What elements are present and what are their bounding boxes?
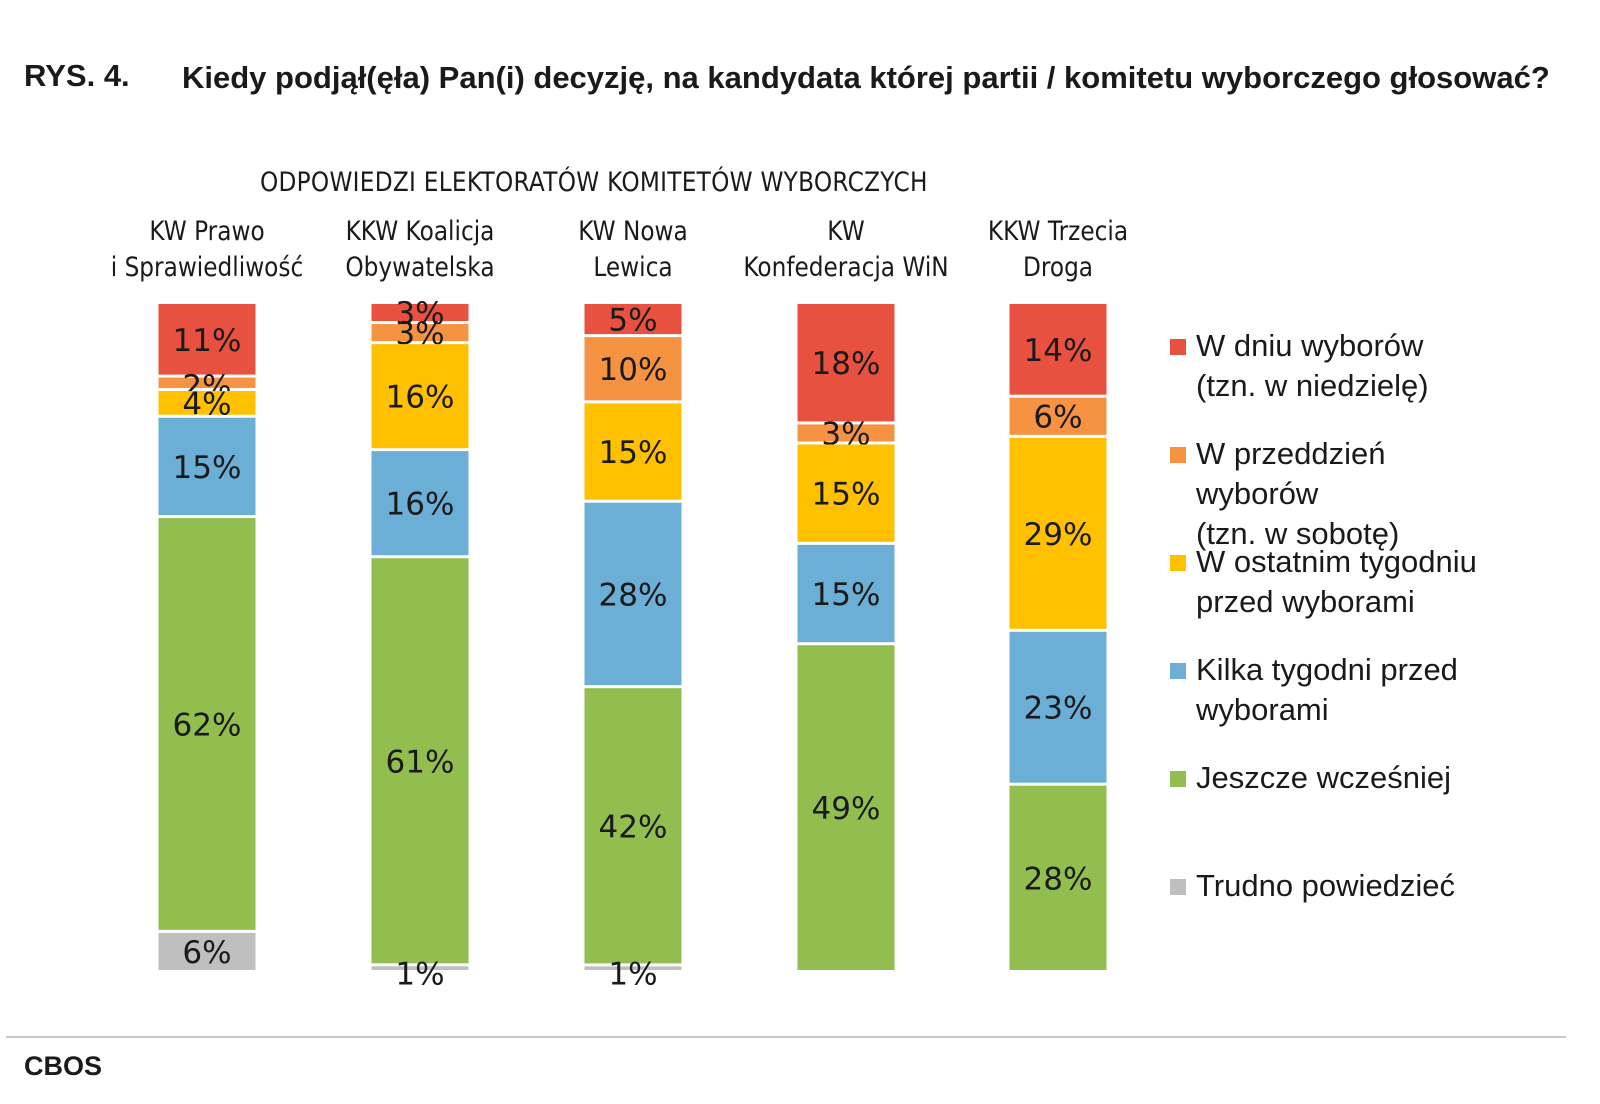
legend-entry-line: W dniu wyborów bbox=[1196, 328, 1424, 363]
data-label: 14% bbox=[1024, 333, 1093, 369]
legend-swatch bbox=[1170, 555, 1186, 571]
data-label: 11% bbox=[173, 323, 242, 359]
bar-segment bbox=[584, 304, 682, 335]
legend-entry: Jeszcze wcześniej bbox=[1196, 758, 1451, 798]
bar-segment bbox=[584, 502, 682, 686]
legend-entry-line: przed wyborami bbox=[1196, 584, 1415, 619]
category-label-line: KKW Koalicja bbox=[345, 216, 495, 247]
data-label: 18% bbox=[812, 346, 881, 382]
category-label-line: KW Prawo bbox=[149, 216, 265, 247]
chart-subtitle: ODPOWIEDZI ELEKTORATÓW KOMITETÓW WYBORCZ… bbox=[260, 167, 928, 198]
bar-segment bbox=[1009, 631, 1107, 783]
category-label-line: Lewica bbox=[593, 252, 673, 283]
legend-entry: Kilka tygodni przed wyborami bbox=[1196, 650, 1458, 730]
bar-segment bbox=[797, 304, 895, 422]
data-label: 42% bbox=[599, 809, 668, 845]
data-label: 15% bbox=[173, 450, 242, 486]
legend-swatch bbox=[1170, 771, 1186, 787]
bar-segment bbox=[797, 424, 895, 442]
bar-segment bbox=[371, 324, 469, 342]
legend-entry-line: Kilka tygodni przed bbox=[1196, 652, 1458, 687]
footer-divider bbox=[6, 1036, 1566, 1038]
legend-entry-line: W przeddzień bbox=[1196, 436, 1386, 471]
bar-segment bbox=[584, 688, 682, 964]
category-label: KKW Koalicja Obywatelska bbox=[308, 214, 532, 286]
legend-entry-line: W ostatnim tygodniu bbox=[1196, 544, 1477, 579]
category-label: KKW Trzecia Droga bbox=[946, 214, 1170, 286]
data-label: 61% bbox=[386, 744, 455, 780]
bar-segment bbox=[1009, 397, 1107, 435]
data-label: 28% bbox=[599, 577, 668, 613]
data-label: 15% bbox=[812, 577, 881, 613]
data-label: 6% bbox=[1033, 400, 1082, 436]
bar-segment bbox=[797, 645, 895, 970]
category-label-line: Konfederacja WiN bbox=[743, 252, 949, 283]
bar-segment bbox=[371, 966, 469, 970]
legend-entry-line: Jeszcze wcześniej bbox=[1196, 760, 1451, 795]
category-label-line: i Sprawiedliwość bbox=[110, 252, 304, 283]
chart-title: Kiedy podjął(ęła) Pan(i) decyzję, na kan… bbox=[182, 60, 1550, 95]
legend-entry: W dniu wyborów (tzn. w niedzielę) bbox=[1196, 326, 1429, 406]
legend-swatch bbox=[1170, 879, 1186, 895]
source-label: CBOS bbox=[24, 1051, 103, 1081]
bar-segment bbox=[1009, 304, 1107, 395]
bar-segment bbox=[158, 377, 256, 388]
legend-entry-line: Trudno powiedzieć bbox=[1196, 868, 1456, 903]
data-label: 1% bbox=[608, 956, 657, 992]
category-label-line: KW bbox=[827, 216, 865, 247]
category-label-line: Obywatelska bbox=[345, 252, 495, 283]
data-label: 15% bbox=[812, 477, 881, 513]
legend-swatch bbox=[1170, 339, 1186, 355]
legend-entry: W przeddzień wyborów (tzn. w sobotę) bbox=[1196, 434, 1399, 554]
data-label: 6% bbox=[182, 935, 231, 971]
data-label: 23% bbox=[1024, 691, 1093, 727]
bar-segment bbox=[371, 558, 469, 964]
legend-entry-line: (tzn. w niedzielę) bbox=[1196, 368, 1429, 403]
legend-swatch bbox=[1170, 447, 1186, 463]
data-label: 4% bbox=[182, 386, 231, 422]
bar-segment bbox=[584, 403, 682, 500]
data-label: 15% bbox=[599, 435, 668, 471]
bar-segment bbox=[158, 304, 256, 375]
bar-segment bbox=[158, 932, 256, 970]
bar-segment bbox=[797, 444, 895, 542]
bar-segment bbox=[371, 451, 469, 556]
data-label: 5% bbox=[608, 303, 657, 339]
bar-segment bbox=[371, 304, 469, 322]
data-label: 16% bbox=[386, 487, 455, 523]
figure-label: RYS. 4. bbox=[24, 58, 130, 93]
bar-segment bbox=[158, 390, 256, 415]
data-label: 1% bbox=[395, 956, 444, 992]
legend-entry-line: wyborów bbox=[1196, 476, 1319, 511]
bar-segment bbox=[584, 337, 682, 401]
legend-swatch bbox=[1170, 663, 1186, 679]
legend-entry: W ostatnim tygodniu przed wyborami bbox=[1196, 542, 1477, 622]
category-label-line: KKW Trzecia bbox=[987, 216, 1129, 247]
bar-segment bbox=[1009, 785, 1107, 970]
bar-segment bbox=[158, 518, 256, 930]
data-label: 49% bbox=[812, 791, 881, 827]
data-label: 29% bbox=[1024, 517, 1093, 553]
data-label: 10% bbox=[599, 352, 668, 388]
bar-segment bbox=[158, 417, 256, 516]
bar-segment bbox=[371, 344, 469, 449]
category-label-line: Droga bbox=[1022, 252, 1094, 283]
legend-entry-line: wyborami bbox=[1196, 692, 1329, 727]
bar-segment bbox=[797, 544, 895, 643]
category-label-line: KW Nowa bbox=[578, 216, 688, 247]
category-label: KW Prawo i Sprawiedliwość bbox=[95, 214, 319, 286]
category-label: KW Konfederacja WiN bbox=[734, 214, 958, 286]
legend-entry-line: (tzn. w sobotę) bbox=[1196, 516, 1400, 551]
legend-entry: Trudno powiedzieć bbox=[1196, 866, 1455, 906]
bar-segment bbox=[584, 966, 682, 970]
data-label: 28% bbox=[1024, 861, 1093, 897]
bar-segment bbox=[1009, 437, 1107, 629]
data-label: 62% bbox=[173, 707, 242, 743]
category-label: KW Nowa Lewica bbox=[521, 214, 745, 286]
data-label: 16% bbox=[386, 380, 455, 416]
